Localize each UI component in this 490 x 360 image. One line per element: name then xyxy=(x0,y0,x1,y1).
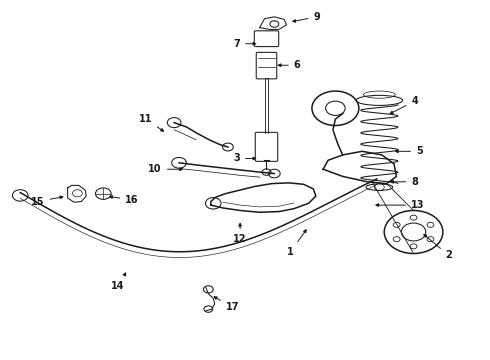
Text: 3: 3 xyxy=(233,153,256,163)
Text: 13: 13 xyxy=(376,200,425,210)
Text: 1: 1 xyxy=(287,230,306,257)
Text: 17: 17 xyxy=(214,297,239,312)
Text: 2: 2 xyxy=(424,234,452,260)
Text: 16: 16 xyxy=(110,195,139,205)
Text: 8: 8 xyxy=(391,177,418,187)
Text: 12: 12 xyxy=(233,223,247,244)
Text: 11: 11 xyxy=(139,114,164,131)
Text: 10: 10 xyxy=(148,164,182,174)
Text: 14: 14 xyxy=(111,273,126,291)
Text: 15: 15 xyxy=(31,196,63,207)
Text: 4: 4 xyxy=(390,96,418,114)
Text: 6: 6 xyxy=(278,60,300,70)
Text: 9: 9 xyxy=(293,12,320,22)
Text: 5: 5 xyxy=(395,146,423,156)
Text: 7: 7 xyxy=(233,39,256,49)
